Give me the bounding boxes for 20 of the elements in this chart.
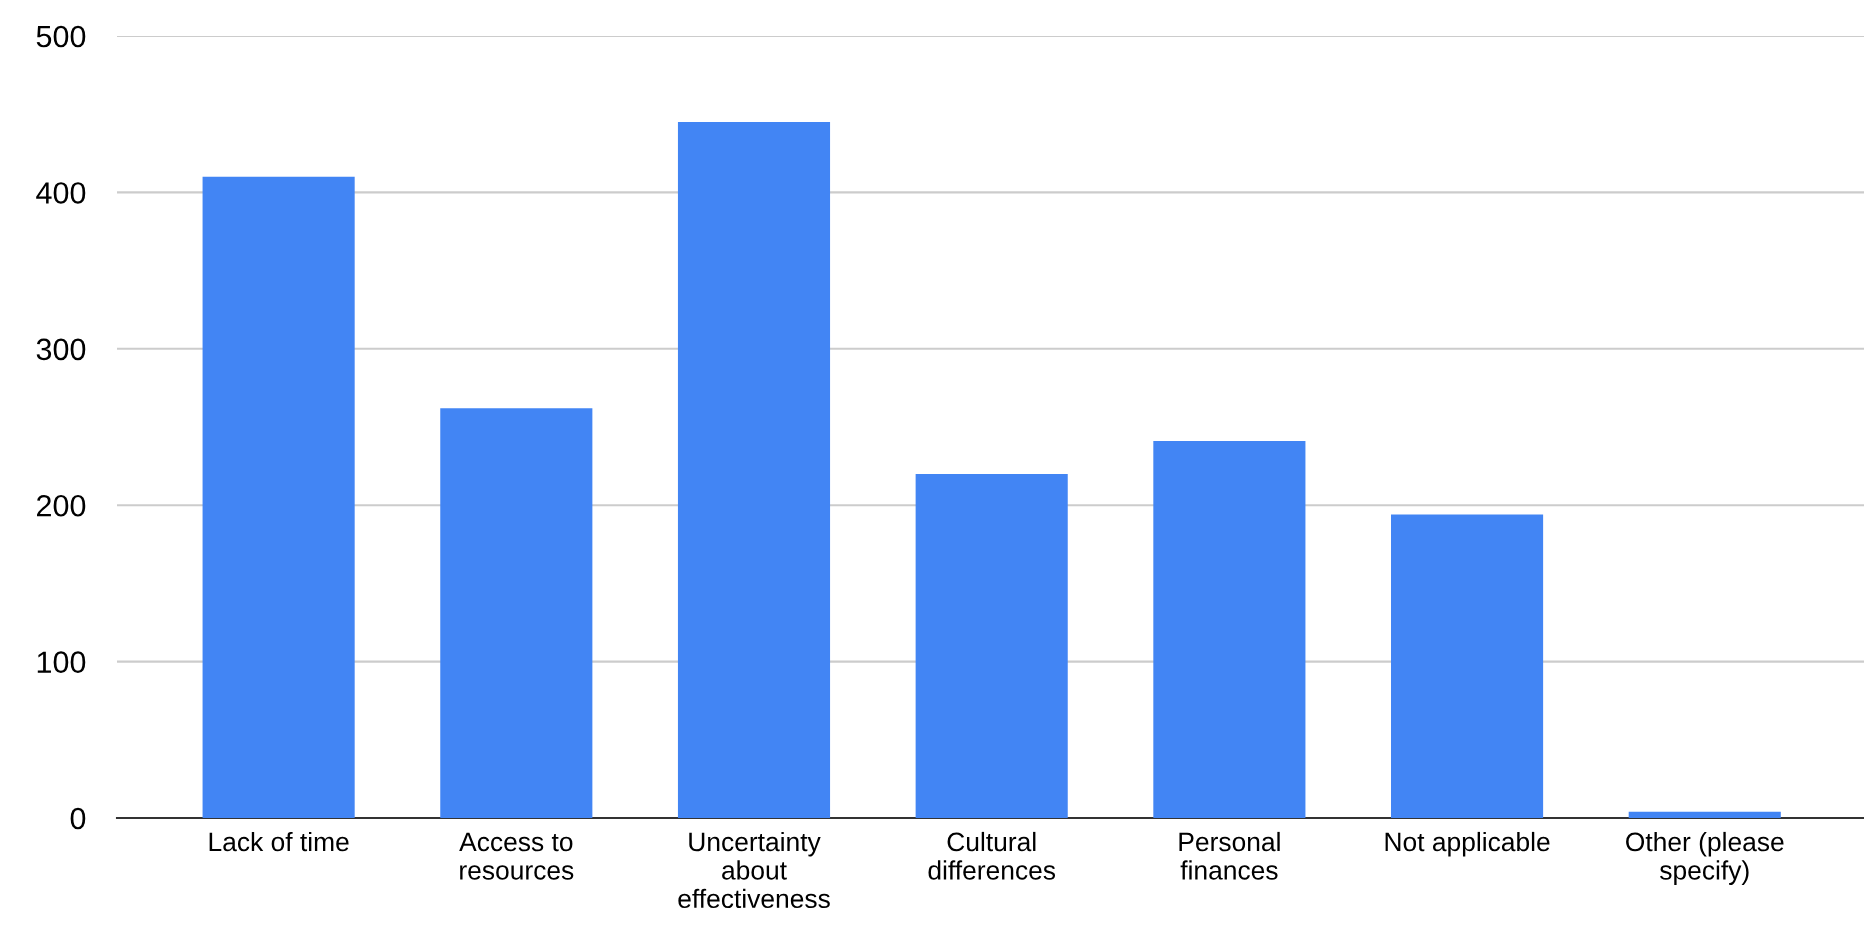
y-tick-label: 300 — [36, 338, 86, 361]
x-tick-label: Lack of time — [209, 831, 349, 852]
bar — [440, 408, 593, 818]
x-tick-label: Other (please specify) — [1626, 831, 1784, 885]
x-tick-label: Not applicable — [1385, 831, 1550, 857]
y-tick-label: 200 — [37, 494, 86, 517]
bar — [915, 473, 1068, 818]
x-tick-label: Uncertainty about effectiveness — [678, 831, 830, 909]
y-tick-label: 400 — [36, 182, 86, 204]
y-tick-label: 500 — [36, 25, 86, 48]
x-tick-label: Access to resources — [459, 832, 574, 880]
bar — [677, 122, 831, 818]
bar — [1391, 514, 1544, 818]
bar — [1153, 441, 1306, 818]
y-tick-label: 100 — [37, 651, 86, 673]
y-tick-label: 0 — [70, 807, 86, 830]
bar — [1628, 811, 1781, 818]
bar — [202, 176, 355, 818]
x-tick-label: Personal finances — [1179, 831, 1280, 880]
x-tick-label: Cultural differences — [928, 831, 1056, 880]
